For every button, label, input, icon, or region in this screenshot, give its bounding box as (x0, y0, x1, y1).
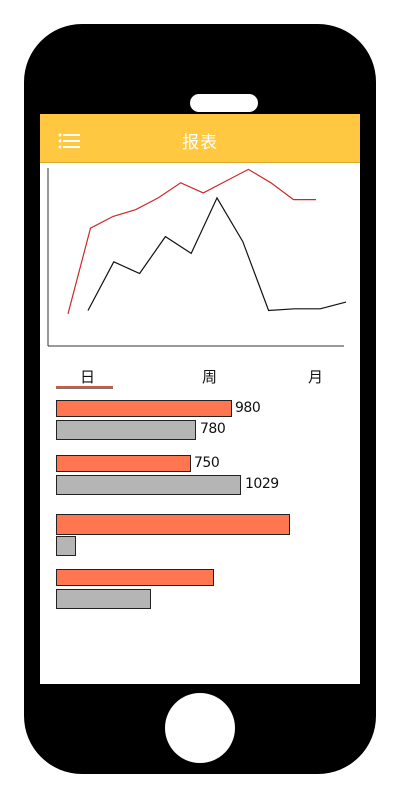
line-series-2 (87, 196, 347, 312)
active-tab-indicator (56, 386, 113, 389)
bar-primary-value-1: 980 (235, 400, 261, 416)
page-title: 报表 (182, 133, 218, 153)
home-button[interactable] (165, 693, 235, 763)
bar-secondary-3 (56, 536, 76, 556)
bar-secondary-value-1: 780 (200, 421, 226, 437)
bar-secondary-4 (56, 589, 151, 609)
bar-primary-1 (56, 400, 232, 417)
tab-week[interactable]: 周 (202, 368, 218, 386)
bar-primary-3 (56, 514, 290, 535)
bar-primary-4 (56, 569, 214, 586)
menu-icon[interactable] (58, 132, 82, 150)
tab-day[interactable]: 日 (80, 368, 96, 386)
period-tabs: 日 周 月 (40, 364, 360, 394)
bar-primary-2 (56, 455, 191, 472)
bar-secondary-value-2: 1029 (245, 476, 279, 492)
line-series-1 (67, 168, 316, 314)
line-series-group (67, 168, 347, 314)
app-screen: 报表 日 周 月 980 780 750 1029 (40, 114, 360, 684)
line-chart (47, 168, 347, 347)
bar-primary-value-2: 750 (194, 455, 220, 471)
app-header: 报表 (40, 114, 360, 163)
tab-month[interactable]: 月 (308, 368, 324, 386)
bar-chart: 980 780 750 1029 (40, 114, 360, 684)
bar-secondary-2 (56, 475, 241, 495)
bar-secondary-1 (56, 420, 196, 440)
speaker-slot (190, 94, 258, 112)
